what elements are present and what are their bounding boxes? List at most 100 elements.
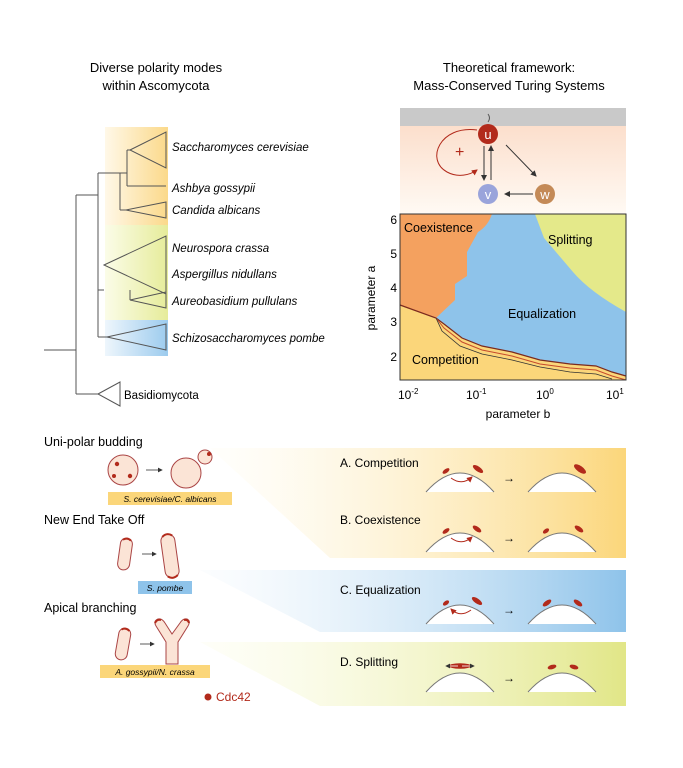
clade-triangle-saccharomyces	[128, 131, 167, 169]
outcome-label-competition: A. Competition	[340, 456, 419, 470]
region-label-competition: Competition	[412, 353, 479, 367]
transition-arrow: →	[503, 603, 515, 617]
mode-label-neto: New End Take Off	[44, 513, 145, 527]
region-splitting	[535, 214, 626, 312]
band-budding	[210, 448, 626, 558]
region-label-equalization: Equalization	[508, 307, 576, 321]
cdc42-cap	[167, 574, 179, 579]
cdc42-patch	[442, 528, 450, 534]
outgroup-label: Basidiomycota	[124, 390, 199, 402]
node-v	[478, 184, 498, 204]
framework-title-line1: Theoretical framework:	[443, 60, 575, 75]
cdc42-cap	[154, 618, 162, 624]
membrane-tether	[487, 113, 490, 123]
cdc42-patch	[574, 464, 586, 474]
boundary-line-3	[435, 317, 613, 380]
cdc42-patch	[442, 600, 450, 606]
cell-cap	[527, 604, 597, 625]
node-u	[478, 124, 498, 144]
species-labels: Saccharomyces cerevisiae Ashbya gossypii…	[171, 142, 325, 345]
cell-shape	[160, 533, 180, 579]
species-label: Aureobasidium pullulans	[171, 296, 298, 308]
cdc42-cap	[122, 537, 132, 542]
species-label: Aspergillus nidullans	[171, 269, 277, 281]
clade-triangle-neurospora	[102, 235, 167, 295]
x-tick-labels: 10-2 10-1 100 101	[398, 387, 624, 402]
framework-title-line2: Mass-Conserved Turing Systems	[413, 78, 605, 93]
outcome-label-splitting: D. Splitting	[340, 655, 398, 669]
outcome-splitting: →	[425, 663, 597, 693]
autocatalysis-loop	[436, 129, 478, 176]
cell-cap	[425, 532, 495, 553]
mode-label-budding: Uni-polar budding	[44, 435, 143, 449]
phylogeny-panel: Diverse polarity modes within Ascomycota	[44, 60, 325, 407]
modes-panel: Uni-polar budding New End Take Off Apica…	[44, 435, 626, 706]
outcome-coexistence: →	[425, 525, 597, 553]
x-axis-label: parameter b	[486, 407, 551, 421]
transition-arrow: →	[503, 471, 515, 485]
tree-collapsed-clades	[96, 131, 167, 407]
framework-panel: Theoretical framework: Mass-Conserved Tu…	[364, 60, 627, 421]
cdc42-spot	[112, 474, 116, 478]
species-tag-bg	[108, 492, 232, 505]
boundary-line-1	[399, 304, 627, 377]
species-label: Ashbya gossypii	[171, 183, 256, 195]
neto-illustration: S. pombe	[117, 533, 192, 594]
clade-triangle-aureobasidium	[129, 291, 167, 309]
cdc42-patch	[442, 468, 450, 474]
transition-arrow: →	[503, 671, 515, 685]
cdc42-patch	[471, 596, 483, 606]
arrow-u-to-w	[505, 144, 537, 177]
region-competition	[400, 305, 626, 380]
node-v-label: v	[485, 187, 492, 202]
region-label-splitting: Splitting	[548, 233, 593, 247]
positive-feedback-sign: +	[455, 144, 464, 161]
cell-shape	[107, 454, 139, 486]
clade-triangle-candida	[125, 201, 167, 219]
cdc42-patch	[449, 663, 471, 669]
y-tick-label: 3	[390, 315, 397, 329]
species-label: Candida albicans	[172, 205, 260, 217]
phase-diagram: Coexistence Splitting Equalization Compe…	[364, 213, 627, 421]
cdc42-cap	[183, 618, 190, 624]
region-label-coexistence: Coexistence	[404, 221, 473, 235]
cdc42-cap	[161, 533, 173, 538]
cell-cap	[527, 472, 597, 493]
node-w-label: w	[539, 187, 550, 202]
species-tag: S. pombe	[147, 583, 184, 593]
cdc42-spot	[114, 461, 120, 467]
band-branching	[200, 642, 626, 706]
cell-shape	[117, 537, 133, 571]
cdc42-legend-label: Cdc42	[216, 690, 251, 704]
region-coexistence	[400, 214, 492, 318]
flux-arrow	[450, 476, 473, 483]
species-tag-bg	[138, 581, 192, 594]
outcome-competition: →	[425, 464, 597, 493]
cell-cap	[527, 672, 597, 693]
cell-cap	[425, 472, 495, 493]
cdc42-patch	[547, 664, 557, 670]
flux-arrow	[450, 608, 472, 615]
species-label: Neurospora crassa	[172, 243, 269, 255]
flux-arrow	[450, 536, 473, 543]
species-label: Saccharomyces cerevisiae	[172, 142, 309, 154]
boundary-line-2	[435, 317, 627, 381]
x-tick-label: 10-1	[466, 387, 487, 402]
cdc42-cap	[121, 627, 131, 632]
bud-shape	[197, 449, 213, 465]
species-tag: A. gossypii/N. crassa	[114, 667, 195, 677]
phylogeny-title-line2: within Ascomycota	[102, 78, 211, 93]
y-tick-label: 4	[390, 281, 397, 295]
branching-illustration: A. gossypii/N. crassa	[100, 618, 210, 678]
cdc42-patch	[472, 525, 482, 533]
clade-triangle-basidiomycota	[96, 381, 121, 407]
cdc42-legend-dot	[204, 693, 212, 701]
species-label: Schizosaccharomyces pombe	[172, 333, 325, 345]
y-tick-labels: 6 5 4 3 2	[390, 213, 397, 364]
species-tag: S. cerevisiae/C. albicans	[123, 494, 217, 504]
y-tick-label: 6	[390, 213, 397, 227]
outcome-label-coexistence: B. Coexistence	[340, 513, 421, 527]
tree-branches	[44, 149, 166, 395]
cdc42-patch	[472, 464, 484, 474]
